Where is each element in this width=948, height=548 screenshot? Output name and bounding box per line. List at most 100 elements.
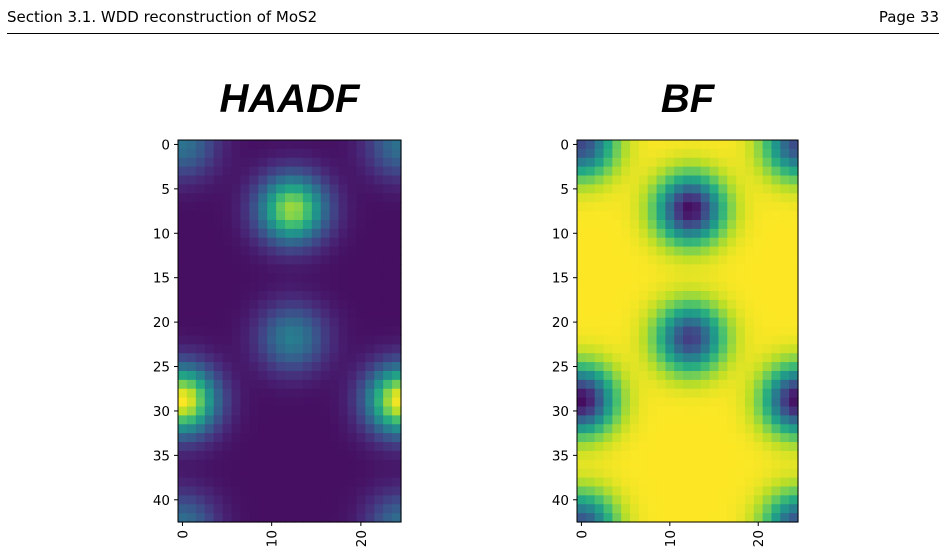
heatmap-cell: [347, 219, 357, 230]
heatmap-cell: [612, 219, 622, 230]
heatmap-cell: [178, 379, 188, 390]
heatmap-cell: [186, 388, 197, 399]
heatmap-cell: [178, 424, 188, 434]
heatmap-cell: [302, 317, 313, 328]
heatmap-cell: [771, 353, 781, 363]
heatmap-cell: [204, 308, 215, 319]
heatmap-cell: [709, 362, 720, 372]
heatmap-cell: [276, 504, 286, 514]
heatmap-cell: [240, 166, 250, 177]
heatmap-cell: [222, 184, 233, 194]
heatmap-cell: [691, 219, 702, 230]
heatmap-cell: [392, 193, 402, 203]
heatmap-cell: [178, 317, 188, 328]
heatmap-cell: [700, 140, 711, 150]
heatmap-cell: [674, 477, 684, 488]
heatmap-cell: [204, 246, 215, 257]
heatmap-cell: [204, 495, 215, 505]
heatmap-cell: [709, 291, 720, 301]
heatmap-cell: [311, 219, 322, 230]
heatmap-cell: [285, 450, 295, 461]
heatmap-cell: [258, 326, 268, 337]
heatmap-cell: [744, 308, 755, 319]
heatmap-cell: [302, 344, 313, 354]
heatmap-cell: [647, 246, 658, 257]
heatmap-cell: [736, 228, 746, 239]
heatmap-cell: [771, 157, 781, 168]
heatmap-cell: [718, 211, 728, 221]
heatmap-cell: [665, 193, 675, 203]
heatmap-cell: [249, 442, 259, 452]
heatmap-cell: [780, 415, 790, 425]
heatmap-cell: [374, 237, 384, 248]
heatmap-cell: [621, 486, 631, 496]
heatmap-cell: [603, 219, 613, 230]
heatmap-cell: [762, 326, 773, 337]
heatmap-cell: [240, 148, 250, 159]
heatmap-cell: [311, 406, 322, 416]
heatmap-cell: [718, 140, 728, 150]
heatmap-cell: [727, 237, 737, 248]
heatmap-cell: [347, 459, 357, 470]
heatmap-cell: [365, 495, 375, 505]
heatmap-cell: [674, 291, 684, 301]
heatmap-cell: [347, 442, 357, 452]
heatmap-cell: [683, 157, 693, 168]
heatmap-cell: [683, 184, 693, 194]
y-tick-label: 30: [552, 404, 569, 420]
heatmap-cell: [789, 513, 799, 523]
heatmap-cell: [780, 255, 790, 265]
heatmap-cell: [771, 468, 781, 479]
heatmap-cell: [392, 495, 402, 505]
heatmap-cell: [329, 317, 340, 328]
heatmap-cell: [293, 486, 304, 496]
heatmap-cell: [249, 495, 259, 505]
heatmap-cell: [374, 175, 384, 186]
heatmap-cell: [338, 193, 349, 203]
heatmap-cell: [338, 459, 349, 470]
heatmap-cell: [789, 344, 799, 354]
heatmap-cell: [213, 237, 224, 248]
heatmap-cell: [691, 202, 702, 212]
heatmap-cell: [744, 415, 755, 425]
heatmap-cell: [383, 157, 393, 168]
heatmap-cell: [293, 335, 304, 345]
heatmap-cell: [718, 335, 728, 345]
heatmap-cell: [700, 246, 711, 257]
heatmap-cell: [204, 202, 215, 212]
heatmap-cell: [240, 415, 250, 425]
heatmap-cell: [718, 157, 728, 168]
heatmap-cell: [338, 513, 349, 523]
heatmap-cell: [736, 148, 746, 159]
heatmap-cell: [594, 219, 605, 230]
heatmap-cell: [709, 504, 720, 514]
heatmap-cell: [311, 415, 322, 425]
heatmap-cell: [647, 504, 658, 514]
heatmap-cell: [577, 495, 587, 505]
heatmap-cell: [231, 166, 242, 177]
heatmap-cell: [329, 193, 340, 203]
heatmap-cell: [585, 415, 596, 425]
heatmap-cell: [789, 397, 799, 408]
heatmap-cell: [276, 495, 286, 505]
heatmap-cell: [320, 291, 331, 301]
heatmap-cell: [780, 273, 790, 283]
heatmap-cell: [603, 317, 613, 328]
heatmap-cell: [374, 388, 384, 399]
heatmap-cell: [621, 406, 631, 416]
heatmap-cell: [293, 228, 304, 239]
heatmap-cell: [231, 140, 242, 150]
heatmap-cell: [231, 299, 242, 310]
heatmap-cell: [780, 450, 790, 461]
heatmap-cell: [276, 184, 286, 194]
heatmap-cell: [302, 442, 313, 452]
heatmap-cell: [213, 211, 224, 221]
heatmap-cell: [365, 148, 375, 159]
heatmap-cell: [347, 504, 357, 514]
heatmap-cell: [276, 246, 286, 257]
heatmap-cell: [638, 255, 649, 265]
heatmap-cell: [603, 193, 613, 203]
heatmap-cell: [311, 166, 322, 177]
heatmap-cell: [276, 157, 286, 168]
heatmap-cell: [700, 468, 711, 479]
